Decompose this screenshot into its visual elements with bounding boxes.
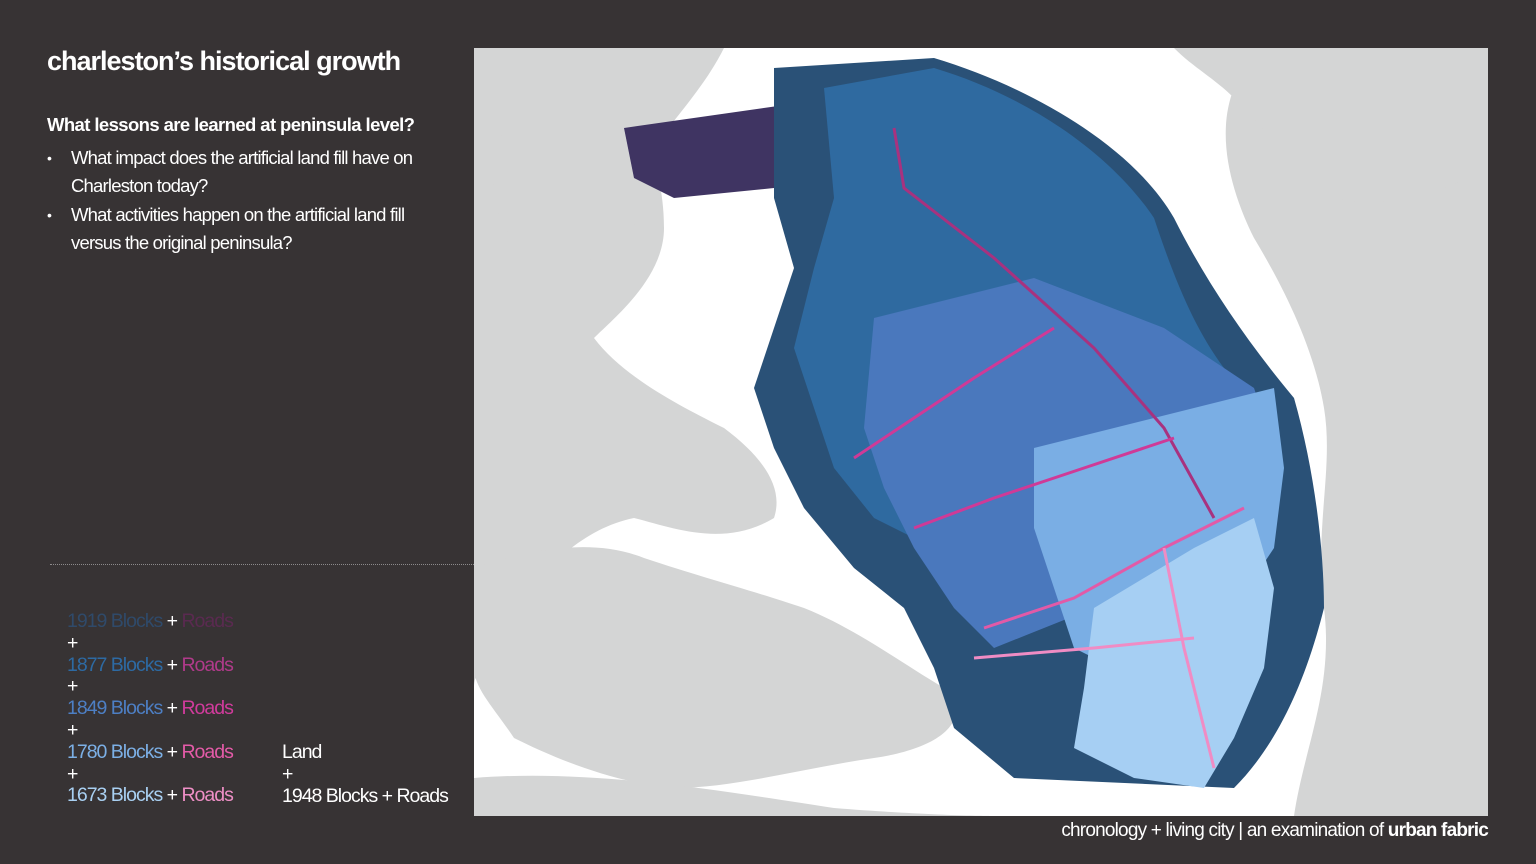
peninsula-map — [474, 48, 1488, 816]
legend-blocks-label: 1877 Blocks — [67, 653, 163, 676]
legend-blocks-label: 1849 Blocks — [67, 697, 163, 720]
bullet-item: What impact does the artificial land fil… — [47, 144, 457, 200]
legend-plus-separator: + — [67, 675, 78, 698]
south-land-mass — [474, 775, 994, 816]
legend-roads-label: Roads — [181, 784, 233, 807]
legend-entry-1849: 1849 Blocks + Roads — [67, 697, 234, 720]
page-title: charleston’s historical growth — [47, 46, 401, 76]
legend-entry-1919: 1919 Blocks + Roads — [67, 610, 234, 633]
east-land-mass — [1225, 48, 1488, 816]
legend-roads-label: Roads — [181, 697, 233, 720]
legend-blocks-label: 1919 Blocks — [67, 610, 163, 632]
section-divider — [50, 564, 474, 565]
legend-land-label: Land — [282, 741, 322, 763]
legend-plus-separator: + — [282, 762, 293, 785]
legend-plus-separator: + — [67, 762, 78, 785]
blocks-1673-area — [1074, 518, 1274, 788]
legend-roads-label: Roads — [181, 740, 233, 763]
footer-prefix: chronology + living city | an examinatio… — [1061, 820, 1388, 841]
legend-plus: + — [162, 697, 182, 720]
legend-plus-separator: + — [67, 718, 78, 741]
map-legend: 1919 Blocks + Roads + 1877 Blocks + Road… — [67, 610, 234, 807]
legend-entry-1673: 1673 Blocks + Roads — [67, 784, 234, 807]
legend-roads-label: Roads — [181, 610, 233, 632]
legend-blocks-label: 1673 Blocks — [67, 784, 163, 807]
legend-plus-separator: + — [67, 631, 78, 654]
footer-tagline: chronology + living city | an examinatio… — [1061, 820, 1488, 842]
legend-plus: + — [162, 610, 182, 632]
northwest-land-mass — [493, 48, 724, 260]
road-1849-diagonal — [853, 326, 1055, 460]
legend-current-label: 1948 Blocks + Roads — [282, 784, 449, 807]
legend-plus: + — [162, 653, 182, 676]
road-1673-east-west — [973, 636, 1195, 660]
legend-entry-1780: 1780 Blocks + Roads — [67, 740, 234, 764]
road-meeting-1877 — [892, 127, 1216, 519]
legend-entry-1877: 1877 Blocks + Roads — [67, 653, 234, 677]
legend-blocks-label: 1780 Blocks — [67, 740, 163, 763]
footer-bold: urban fabric — [1387, 820, 1489, 841]
road-1673-north-south — [1162, 547, 1216, 769]
legend-base-layers: Land + 1948 Blocks + Roads — [282, 741, 449, 807]
legend-plus: + — [162, 784, 182, 807]
question-list: What impact does the artificial land fil… — [47, 144, 457, 258]
map-svg — [474, 48, 1488, 816]
northeast-land-mass — [1174, 48, 1488, 202]
road-1780-crossing — [983, 506, 1245, 630]
legend-roads-label: Roads — [181, 653, 233, 676]
southwest-land-mass — [474, 547, 956, 788]
legend-plus: + — [162, 740, 182, 763]
question-heading: What lessons are learned at peninsula le… — [47, 114, 415, 135]
bullet-item: What activities happen on the artificial… — [47, 201, 457, 257]
road-1849-crossing — [913, 436, 1175, 530]
